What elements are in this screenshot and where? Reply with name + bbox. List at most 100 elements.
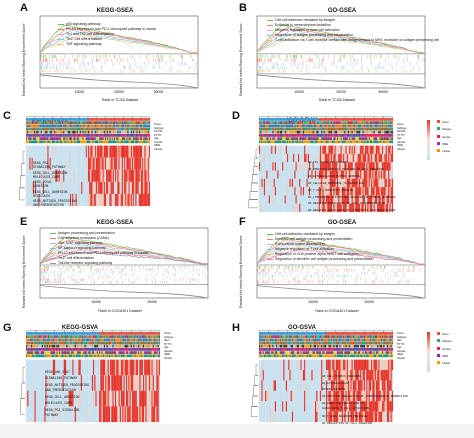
heatmap-cell: [98, 193, 100, 207]
heatmap-cell: [40, 145, 42, 158]
heatmap-cell: [347, 203, 350, 213]
heatmap-cell: [271, 153, 273, 163]
heatmap-cell: [285, 153, 288, 163]
annotation-cell: [104, 130, 107, 134]
annotation-cell: [60, 130, 63, 134]
annotation-cell: [349, 118, 351, 121]
annotation-cell: [106, 134, 108, 137]
annotation-cell: [85, 118, 87, 121]
annotation-label: Cluster: [154, 147, 163, 151]
annotation-cell: [384, 127, 386, 131]
annotation-cell: [302, 140, 305, 144]
annotation-cell: [71, 137, 73, 140]
annotation-cell: [347, 118, 350, 121]
annotation-cell: [85, 134, 87, 137]
heatmap-cell: [51, 169, 54, 182]
annotation-label: ISRE: [397, 144, 404, 147]
annotation-cell: [119, 127, 121, 131]
annotation-cell: [99, 335, 101, 338]
heatmap-cell: [46, 145, 48, 158]
annotation-cell: [59, 140, 61, 144]
heatmap-cell: [97, 169, 99, 182]
annotation-cell: [39, 335, 41, 338]
annotation-cell: [102, 137, 104, 140]
annotation-cell: [103, 332, 106, 335]
heatmap-cell: [143, 169, 145, 182]
heatmap-cell: [263, 178, 266, 188]
annotation-cell: [133, 332, 135, 335]
annotation-cell: [82, 335, 84, 338]
annotation-cell: [64, 118, 66, 121]
annotation-cell: [45, 127, 47, 131]
heatmap-cell: [80, 169, 82, 182]
annotation-cell: [122, 137, 125, 140]
annotation-cell: [143, 121, 145, 124]
annotation-cell: [265, 137, 267, 140]
heatmap-cell: [306, 187, 308, 196]
annotation-cell: [146, 121, 148, 124]
annotation-cell: [135, 335, 137, 338]
annotation-cell: [130, 134, 133, 137]
annotation-cell: [139, 124, 142, 128]
annotation-cell: [60, 118, 63, 121]
annotation-cell: [343, 130, 345, 134]
annotation-cell: [306, 134, 308, 137]
heatmap-cell: [125, 193, 127, 207]
annotation-cell: [26, 134, 28, 137]
heatmap-cell: [354, 162, 356, 171]
annotation-cell: [108, 332, 111, 335]
annotation-cell: [69, 124, 72, 128]
annotation-cell: [291, 130, 294, 134]
annotation-cell: [103, 130, 105, 134]
annotation-cell: [69, 118, 72, 121]
annotation-cell: [321, 134, 323, 137]
annotation-cell: [88, 137, 90, 140]
heatmap-cell: [38, 193, 40, 207]
heatmap-row-label: GO_LYMPHOCYTE_ACTIVATION_INVOLVED_IN_IMM…: [308, 195, 396, 199]
heatmap-cell: [391, 153, 394, 163]
heatmap-cell: [390, 170, 392, 179]
heatmap-cell: [40, 157, 42, 170]
heatmap-cell: [323, 162, 325, 171]
heatmap-cell: [93, 157, 95, 170]
annotation-cell: [112, 121, 114, 124]
annotation-cell: [137, 134, 139, 137]
annotation-cell: [36, 137, 38, 140]
annotation-cell: [60, 140, 63, 144]
annotation-cell: [38, 335, 40, 338]
dendrogram-branch: [22, 151, 25, 164]
y-axis-label: Ranked list metric Running Enrichment Sc…: [239, 23, 243, 96]
heatmap-cell: [285, 203, 288, 213]
annotation-cell: [276, 124, 278, 128]
heatmap-cell: [89, 181, 91, 194]
annotation-cell: [349, 121, 351, 124]
heatmap-cell: [148, 157, 151, 170]
annotation-cell: [364, 130, 367, 134]
heatmap-cell: [64, 193, 66, 207]
heatmap-cell: [305, 203, 307, 213]
annotation-cell: [131, 137, 134, 140]
heatmap-cell: [280, 170, 283, 179]
annotation-cell: [33, 118, 36, 121]
annotation-cell: [368, 121, 370, 124]
annotation-cell: [282, 121, 284, 124]
annotation-cell: [289, 140, 291, 144]
annotation-cell: [276, 118, 278, 121]
annotation-cell: [117, 137, 119, 140]
heatmap-cell: [259, 203, 261, 213]
annotation-cell: [362, 137, 364, 140]
heatmap-cell: [313, 178, 316, 188]
panel-label: C: [3, 110, 11, 122]
heatmap-cell: [304, 195, 306, 204]
annotation-cell: [111, 335, 113, 338]
heatmap-cell: [357, 170, 359, 179]
annotation-cell: [377, 118, 379, 121]
annotation-cell: [88, 335, 90, 338]
annotation-cell: [40, 130, 42, 134]
heatmap-cell: [321, 153, 323, 163]
annotation-cell: [63, 335, 66, 338]
annotation-cell: [88, 332, 90, 335]
heatmap-cell: [146, 145, 148, 158]
annotation-cell: [276, 137, 278, 140]
annotation-cell: [46, 134, 48, 137]
